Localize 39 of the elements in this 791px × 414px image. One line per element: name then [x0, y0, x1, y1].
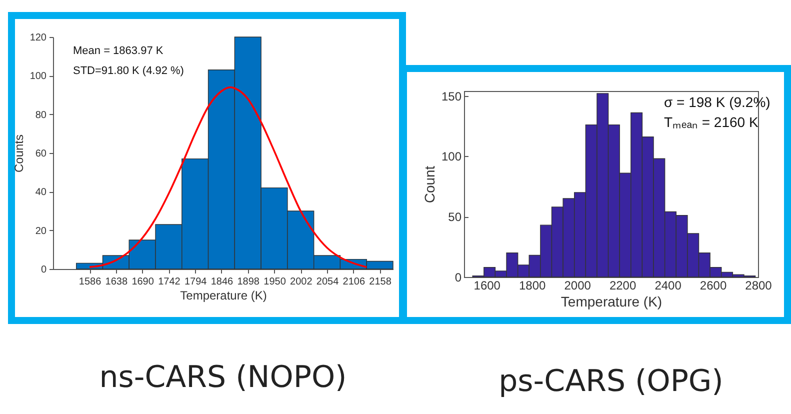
x-tick-label: 2158 [369, 276, 392, 288]
x-tick-label: 1800 [518, 278, 546, 292]
y-tick-label: 60 [35, 148, 47, 160]
x-tick-label: 1898 [237, 276, 260, 288]
x-tick-label: 1846 [210, 276, 234, 288]
x-tick-label: 2200 [609, 278, 636, 292]
y-tick-label: 40 [35, 187, 47, 198]
x-axis-title: Temperature (K) [180, 288, 267, 302]
text: ns-CARS (NOPO) [99, 360, 347, 395]
text: ps-CARS (OPG) [498, 364, 724, 399]
x-tick-label: 1950 [264, 276, 286, 288]
y-tick-label: 80 [35, 110, 47, 121]
annotation: STD=91.80 K (4.92 %) [73, 65, 184, 77]
x-tick-label: 2054 [316, 276, 340, 288]
y-tick-label: 120 [30, 32, 47, 44]
y-axis-title: Count [421, 166, 438, 204]
x-tick-label: 1690 [132, 276, 154, 288]
y-tick-label: 50 [448, 210, 462, 224]
y-tick-label: 0 [454, 270, 462, 284]
annotation: Mean = 1863.97 K [73, 45, 164, 57]
y-tick-label: 150 [441, 89, 462, 104]
x-axis-title: Temperature (K) [560, 294, 662, 310]
x-tick-label: 1600 [474, 278, 501, 292]
x-tick-label: 2600 [700, 278, 727, 292]
x-tick-label: 2000 [564, 278, 592, 292]
y-tick-label: 20 [35, 226, 47, 237]
y-tick-label: 100 [441, 150, 462, 164]
annotation: Tₘₑₐₙ = 2160 K [664, 114, 759, 130]
x-tick-label: 1638 [105, 276, 128, 288]
y-axis-title: Counts [12, 134, 26, 173]
y-tick-label: 0 [40, 264, 47, 276]
x-tick-label: 2106 [342, 276, 366, 288]
y-tick-label: 100 [30, 71, 47, 82]
x-tick-label: 2800 [745, 278, 772, 292]
x-tick-label: 1742 [158, 276, 181, 288]
x-tick-label: 1794 [184, 276, 208, 288]
x-tick-label: 1586 [78, 276, 102, 288]
x-tick-label: 2002 [290, 276, 313, 288]
x-tick-label: 2400 [654, 278, 682, 292]
